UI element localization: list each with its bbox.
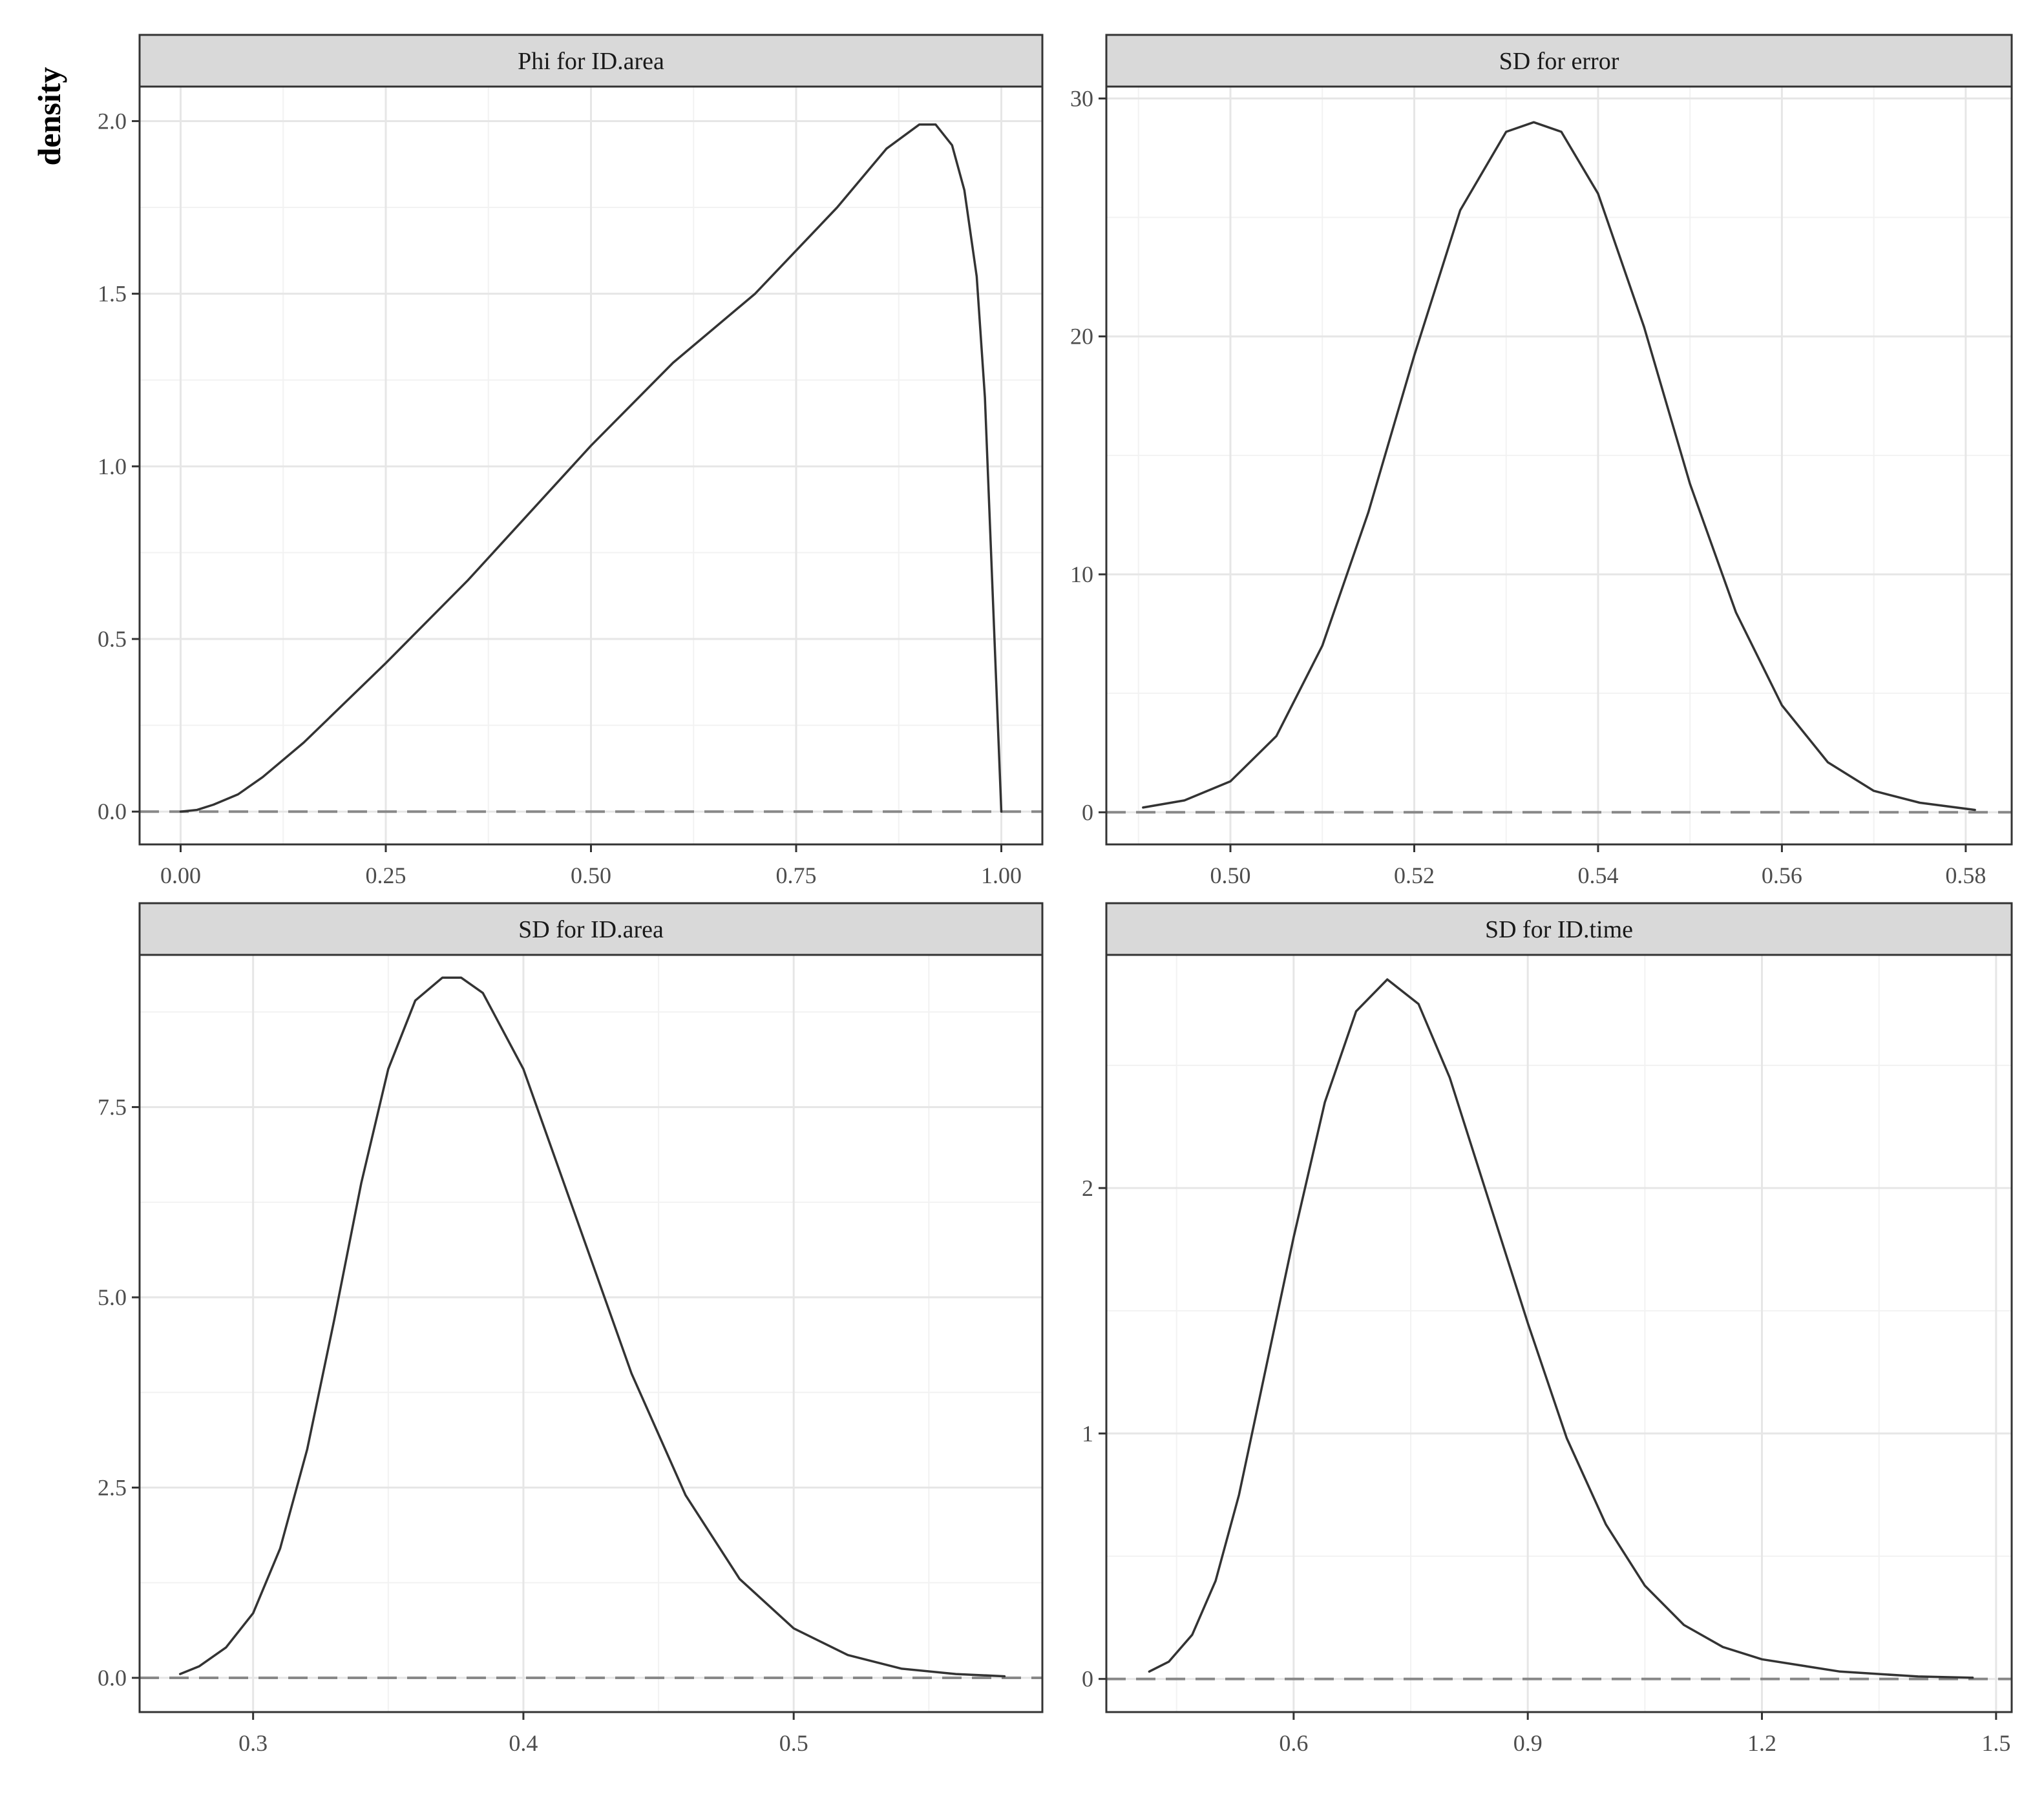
- density-curve: [179, 123, 1003, 813]
- facet-strip-title: SD for ID.time: [1485, 916, 1633, 943]
- x-tick-label: 1.00: [981, 862, 1022, 888]
- x-tick-label: 0.00: [160, 862, 201, 888]
- x-tick-label: 0.9: [1513, 1730, 1543, 1756]
- x-tick-label: 0.52: [1394, 862, 1435, 888]
- x-tick-label: 0.4: [509, 1730, 538, 1756]
- x-tick-label: 0.56: [1762, 862, 1802, 888]
- y-tick-label: 20: [1070, 324, 1093, 350]
- x-tick-label: 0.58: [1945, 862, 1986, 888]
- panel-phi-for-id-area: 0.00 0.25 0.50 0.75 1.00 0.0 0.5 1.0 1.5 2.0 Phi f…: [98, 34, 1044, 888]
- y-tick-label: 10: [1070, 561, 1093, 587]
- y-tick-label: 1.0: [98, 454, 127, 479]
- y-tick-label: 0.0: [98, 1665, 127, 1691]
- x-tick-label: 0.3: [238, 1730, 268, 1756]
- density-curve: [178, 976, 1006, 1678]
- y-tick-label: 0: [1082, 1666, 1093, 1692]
- y-tick-label: 2: [1082, 1175, 1093, 1201]
- panel-sd-for-id-time: 0.6 0.9 1.2 1.5 0 1 2 SD for ID.time: [1082, 902, 2013, 1756]
- x-tick-label: 0.75: [776, 862, 817, 888]
- density-curve: [1142, 121, 1976, 811]
- x-tick-label: 0.50: [571, 862, 611, 888]
- y-tick-label: 0: [1082, 799, 1093, 825]
- x-tick-label: 0.54: [1577, 862, 1618, 888]
- facet-strip: [1105, 34, 2013, 88]
- x-tick-label: 0.25: [366, 862, 406, 888]
- plot-area: [1106, 87, 2012, 844]
- x-tick-label: 0.50: [1210, 862, 1251, 888]
- y-tick-label: 2.0: [98, 108, 127, 134]
- y-tick-label: 2.5: [98, 1475, 127, 1501]
- facet-strip-title: Phi for ID.area: [518, 48, 664, 75]
- y-tick-label: 7.5: [98, 1094, 127, 1120]
- y-tick-label: 5.0: [98, 1284, 127, 1310]
- x-tick-label: 1.2: [1747, 1730, 1776, 1756]
- density-curve: [1148, 978, 1974, 1679]
- y-tick-label: 30: [1070, 85, 1093, 111]
- x-tick-label: 0.5: [779, 1730, 808, 1756]
- facet-strip-title: SD for error: [1499, 48, 1619, 75]
- facet-strip: [138, 34, 1044, 88]
- y-tick-label: 0.0: [98, 799, 127, 824]
- y-tick-label: 0.5: [98, 626, 127, 652]
- facet-strip: [1105, 902, 2013, 956]
- y-tick-label: 1.5: [98, 281, 127, 307]
- x-tick-label: 0.6: [1279, 1730, 1308, 1756]
- panel-sd-for-error: 0.50 0.52 0.54 0.56 0.58 0 10 20 30 SD for error: [1070, 34, 2013, 888]
- facet-strip-title: SD for ID.area: [518, 916, 664, 943]
- plot-area: [1106, 955, 2012, 1712]
- plot-area: [140, 955, 1042, 1712]
- facet-strip: [138, 902, 1044, 956]
- panel-sd-for-id-area: 0.3 0.4 0.5 0.0 2.5 5.0 7.5 SD for ID.area: [98, 902, 1044, 1756]
- y-tick-label: 1: [1082, 1421, 1093, 1447]
- x-tick-label: 1.5: [1981, 1730, 2010, 1756]
